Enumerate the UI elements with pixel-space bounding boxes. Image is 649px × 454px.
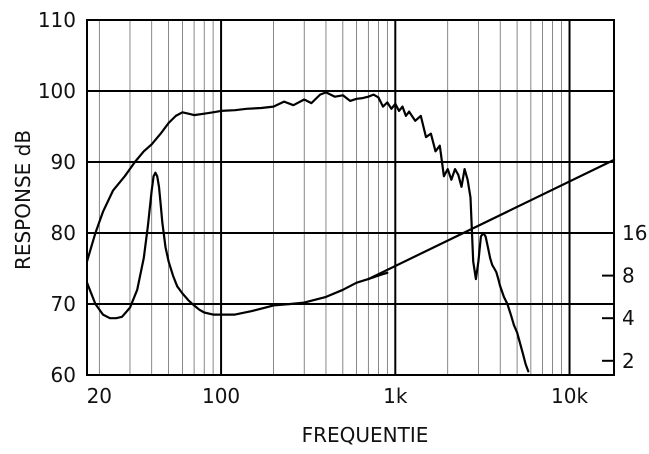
x-tick-label: 1k [383, 384, 408, 408]
plot-frame [86, 19, 615, 376]
y-tick-label: 90 [51, 150, 76, 174]
x-tick-label: 10k [551, 384, 588, 408]
y-tick-label: 70 [51, 292, 76, 316]
y-tick-labels: 60 70 80 90 100 110 [38, 8, 76, 387]
x-axis-label: FREQUENTIE [302, 423, 429, 447]
x-tick-label: 20 [87, 384, 112, 408]
y-axis-label: RESPONSE dB [11, 130, 35, 270]
y-tick-label: 100 [38, 79, 76, 103]
right-axis-tick-label: 2 [622, 349, 635, 373]
y-tick-label: 60 [51, 363, 76, 387]
grid [87, 19, 614, 376]
x-tick-labels: 20 100 1k 10k [87, 384, 589, 408]
right-axis: 16 8 4 2 [602, 221, 647, 373]
response-curve [85, 91, 530, 373]
series-group [85, 91, 616, 373]
x-tick-label: 100 [202, 384, 240, 408]
right-axis-tick-label: 4 [622, 306, 635, 330]
y-tick-label: 80 [51, 221, 76, 245]
right-axis-tick-label: 8 [622, 264, 635, 288]
impedance-curve [85, 171, 389, 320]
impedance-slope-line [367, 158, 616, 281]
y-tick-label: 110 [38, 8, 76, 32]
right-axis-tick-label: 16 [622, 221, 647, 245]
